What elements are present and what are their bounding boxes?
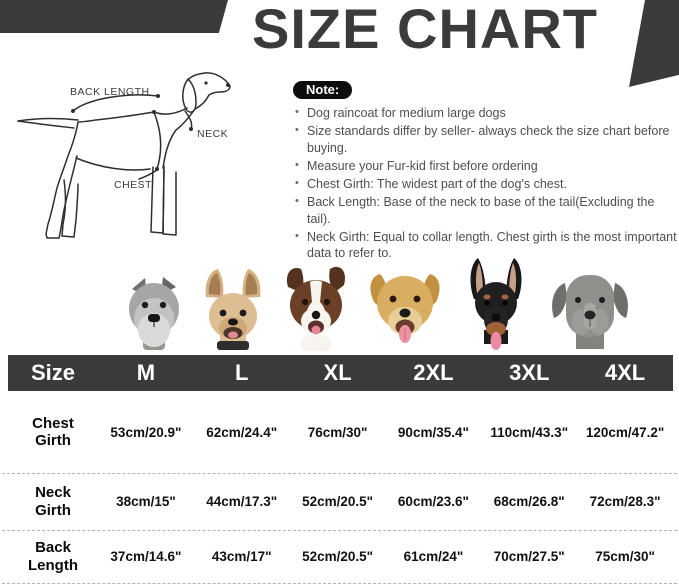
table-header-size: Size <box>30 360 76 385</box>
size-table: Size M L XL 2XL 3XL 4XL Chest Girth 53cm… <box>8 355 673 583</box>
table-cell: 52cm/20.5" <box>302 494 374 509</box>
table-cell: 44cm/17.3" <box>206 494 278 509</box>
table-cell: 60cm/23.6" <box>397 494 469 509</box>
back-length-label: BACK LENGTH <box>70 86 150 98</box>
table-row-neck-girth: Neck Girth 38cm/15" 44cm/17.3" 52cm/20.5… <box>8 473 673 530</box>
table-header-3xl: 3XL <box>509 360 550 385</box>
dog-photo-border-collie <box>286 266 345 351</box>
dog-foreleg-outline <box>162 165 177 236</box>
table-header-xl: XL <box>323 360 352 385</box>
note-pill: Note: <box>293 81 353 99</box>
row-label-neck-girth: Neck Girth <box>8 484 98 519</box>
banner-right-bar <box>629 0 679 87</box>
table-header-2xl: 2XL <box>413 360 454 385</box>
table-divider <box>2 473 677 474</box>
note-item: Back Length: Base of the neck to base of… <box>293 194 679 227</box>
neck-label: NECK <box>197 128 228 140</box>
dog-head-outline <box>187 72 231 87</box>
dog-photo-schnauzer <box>129 277 179 350</box>
table-row-back-length: Back Length 37cm/14.6" 43cm/17" 52cm/20.… <box>8 530 673 583</box>
note-item: Measure your Fur-kid first before orderi… <box>293 158 679 174</box>
table-cell: 38cm/15" <box>116 494 176 509</box>
note-list: Dog raincoat for medium large dogs Size … <box>293 105 679 261</box>
table-cell: 53cm/20.9" <box>110 424 182 440</box>
row-label-text: Neck Girth <box>35 484 71 519</box>
chest-label: CHEST <box>114 179 152 191</box>
dog-photo-doberman <box>470 258 522 350</box>
table-row-chest-girth: Chest Girth 53cm/20.9" 62cm/24.4" 76cm/3… <box>8 391 673 473</box>
table-cell: 72cm/28.3" <box>589 494 661 509</box>
dog-hindleg-outline <box>61 179 79 238</box>
dog-tail-outline <box>17 117 79 122</box>
dog-photo-french-bulldog <box>205 269 261 350</box>
table-cell: 43cm/17" <box>211 549 272 564</box>
dog-jaw-outline <box>162 85 231 169</box>
banner-left-bar <box>0 0 228 33</box>
table-cell: 75cm/30" <box>595 549 655 564</box>
chest-girth-line <box>153 111 162 170</box>
measure-dot <box>71 109 75 113</box>
table-cell: 37cm/14.6" <box>110 549 182 564</box>
table-header-m: M <box>136 360 156 385</box>
note-item: Neck Girth: Equal to collar length. Ches… <box>293 229 679 262</box>
row-label-text: Chest Girth <box>32 414 74 449</box>
measure-dot <box>152 110 156 114</box>
row-label-text: Back Length <box>28 539 78 574</box>
table-cell: 52cm/20.5" <box>302 549 374 564</box>
table-cell: 76cm/30" <box>307 424 368 440</box>
table-header-4xl: 4XL <box>604 360 646 385</box>
dog-foreleg-outline <box>150 166 165 234</box>
table-cell: 70cm/27.5" <box>493 549 565 564</box>
dog-tail-outline <box>17 120 75 129</box>
table-cell: 62cm/24.4" <box>206 424 278 440</box>
measure-dot <box>189 127 193 131</box>
note-item: Dog raincoat for medium large dogs <box>293 105 679 121</box>
dog-photo-golden-retriever <box>370 274 440 343</box>
table-cell: 68cm/26.8" <box>493 494 565 509</box>
notes-section: Note: Dog raincoat for medium large dogs… <box>293 81 679 263</box>
table-divider <box>2 583 677 584</box>
chest-pointer-line <box>138 169 158 180</box>
dog-nose <box>226 83 230 87</box>
table-divider <box>2 530 677 531</box>
back-length-line <box>72 94 159 112</box>
table-header-l: L <box>235 360 249 385</box>
dog-measurement-diagram: BACK LENGTH NECK CHEST <box>17 72 231 239</box>
row-label-chest-girth: Chest Girth <box>8 415 98 450</box>
table-cell: 90cm/35.4" <box>397 424 469 440</box>
dog-photo-great-dane <box>552 275 628 349</box>
note-item: Chest Girth: The widest part of the dog'… <box>293 176 679 192</box>
note-item: Size standards differ by seller- always … <box>293 123 679 156</box>
dog-hindleg-outline <box>45 121 79 239</box>
row-label-back-length: Back Length <box>8 539 98 574</box>
dog-photos-row <box>118 255 663 351</box>
measure-dot <box>156 94 160 98</box>
dog-back-outline <box>77 107 188 123</box>
table-cell: 120cm/47.2" <box>585 424 665 440</box>
table-header-row: Size M L XL 2XL 3XL 4XL <box>8 355 673 391</box>
dog-eye <box>204 81 208 85</box>
page-title: SIZE CHART <box>252 0 598 60</box>
dog-belly-outline <box>75 157 151 171</box>
dog-ear-outline <box>182 78 197 113</box>
table-cell: 110cm/43.3" <box>490 424 569 440</box>
table-cell: 61cm/24" <box>403 549 464 564</box>
